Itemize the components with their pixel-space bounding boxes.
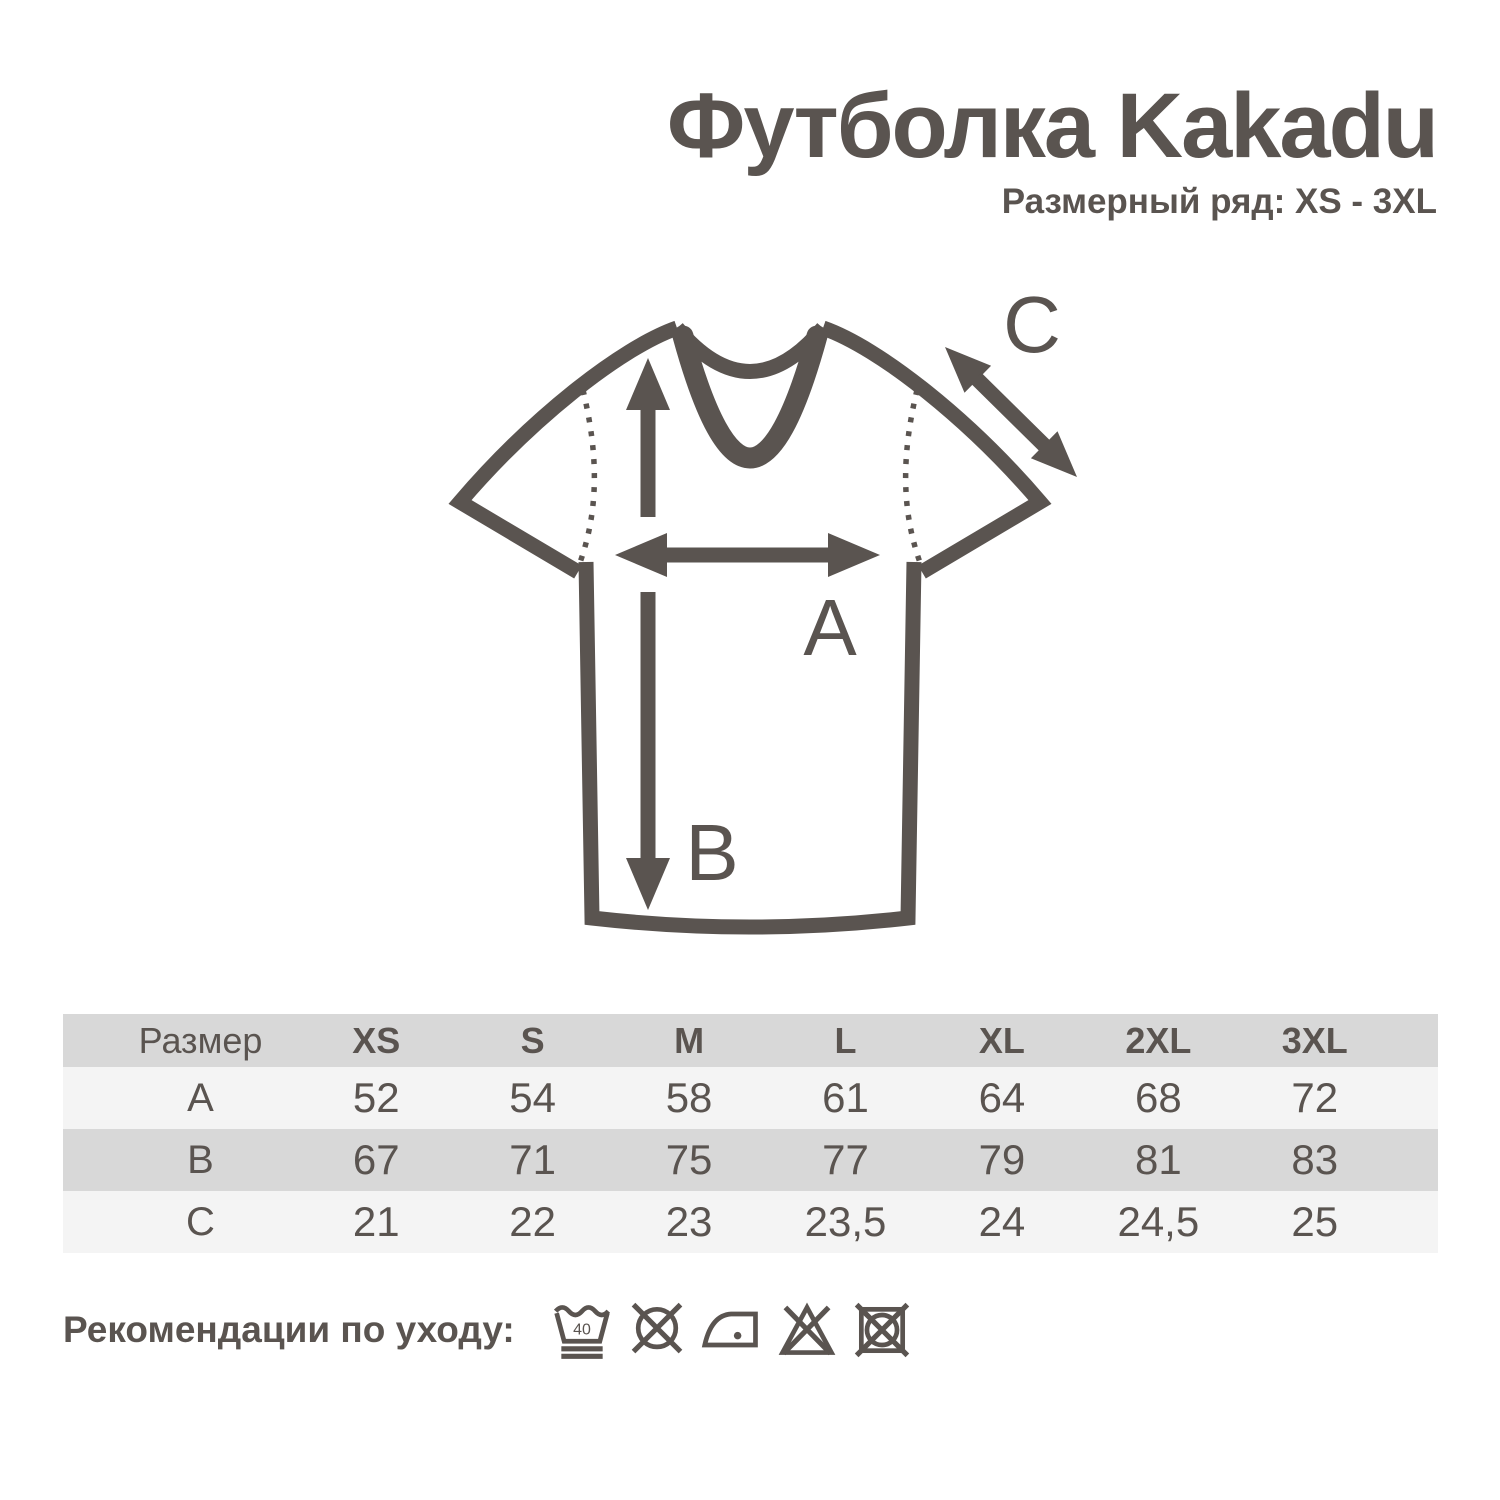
table-cell: 24,5 xyxy=(1117,1198,1200,1245)
size-range-subtitle: Размерный ряд: XS - 3XL xyxy=(1001,182,1437,221)
row-label: A xyxy=(187,1075,214,1120)
wash-40-icon: 40 xyxy=(553,1305,610,1359)
table-cell: 23,5 xyxy=(804,1198,887,1245)
table-cell: 58 xyxy=(665,1074,713,1121)
table-cell: 24 xyxy=(978,1198,1026,1245)
table-cell: 72 xyxy=(1291,1074,1339,1121)
row-label: C xyxy=(186,1199,215,1244)
size-table-row-a: A 52 54 58 61 64 68 72 xyxy=(63,1067,1438,1129)
size-table-header-cell: M xyxy=(674,1019,705,1061)
size-table-header-cell: 2XL xyxy=(1125,1019,1192,1061)
do-not-tumble-dry-icon xyxy=(854,1302,909,1358)
size-table-header-cell: Размер xyxy=(138,1019,263,1061)
iron-low-temp-icon xyxy=(701,1311,758,1348)
do-not-dry-clean-icon xyxy=(631,1302,683,1354)
table-cell: 75 xyxy=(665,1136,713,1183)
table-cell: 81 xyxy=(1134,1136,1182,1183)
size-table-header-row: Размер XS S M L XL 2XL 3XL xyxy=(63,1014,1438,1067)
table-cell: 23 xyxy=(665,1198,713,1245)
measure-arrow-c xyxy=(945,347,1077,477)
size-table-header-cell: L xyxy=(834,1019,857,1061)
measure-arrow-b xyxy=(626,358,670,910)
tshirt-measurement-diagram: A B C xyxy=(448,280,1077,935)
table-cell: 68 xyxy=(1134,1074,1182,1121)
table-cell: 67 xyxy=(352,1136,400,1183)
table-cell: 79 xyxy=(978,1136,1026,1183)
measure-arrow-a xyxy=(615,533,880,577)
table-cell: 71 xyxy=(509,1136,556,1183)
table-cell: 21 xyxy=(352,1198,400,1245)
label-c: C xyxy=(1003,280,1061,369)
size-table-header-cell: XL xyxy=(978,1019,1025,1061)
table-cell: 61 xyxy=(822,1074,869,1121)
size-table-header-cell: XS xyxy=(352,1019,401,1061)
care-recommendations: Рекомендации по уходу: 40 xyxy=(63,1294,913,1366)
table-cell: 25 xyxy=(1291,1198,1339,1245)
table-cell: 83 xyxy=(1291,1136,1339,1183)
page-title: Футболка Kakadu xyxy=(666,75,1439,177)
size-table-header-cell: S xyxy=(520,1019,545,1061)
care-icons: 40 xyxy=(551,1297,913,1363)
size-table-row-b: B 67 71 75 77 79 81 83 xyxy=(63,1129,1438,1191)
size-table: Размер XS S M L XL 2XL 3XL A 52 54 58 61… xyxy=(63,1014,1438,1253)
row-label: B xyxy=(187,1137,214,1182)
size-table-header-cell: 3XL xyxy=(1281,1019,1348,1061)
do-not-bleach-icon xyxy=(778,1302,836,1356)
label-a: A xyxy=(803,583,857,672)
wash-temp-label: 40 xyxy=(573,1322,591,1339)
table-cell: 22 xyxy=(509,1198,556,1245)
table-cell: 64 xyxy=(978,1074,1026,1121)
tshirt-outline-icon xyxy=(448,320,1052,935)
table-cell: 77 xyxy=(822,1136,869,1183)
table-cell: 54 xyxy=(509,1074,556,1121)
care-label: Рекомендации по уходу: xyxy=(63,1309,515,1350)
size-table-row-c: C 21 22 23 23,5 24 24,5 25 xyxy=(63,1191,1438,1253)
table-cell: 52 xyxy=(352,1074,400,1121)
label-b: B xyxy=(685,808,738,897)
